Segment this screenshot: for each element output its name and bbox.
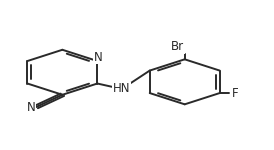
Text: Br: Br [171, 40, 184, 53]
Text: F: F [232, 87, 239, 100]
Text: N: N [94, 51, 103, 64]
Text: N: N [26, 100, 35, 114]
Text: HN: HN [113, 82, 130, 96]
